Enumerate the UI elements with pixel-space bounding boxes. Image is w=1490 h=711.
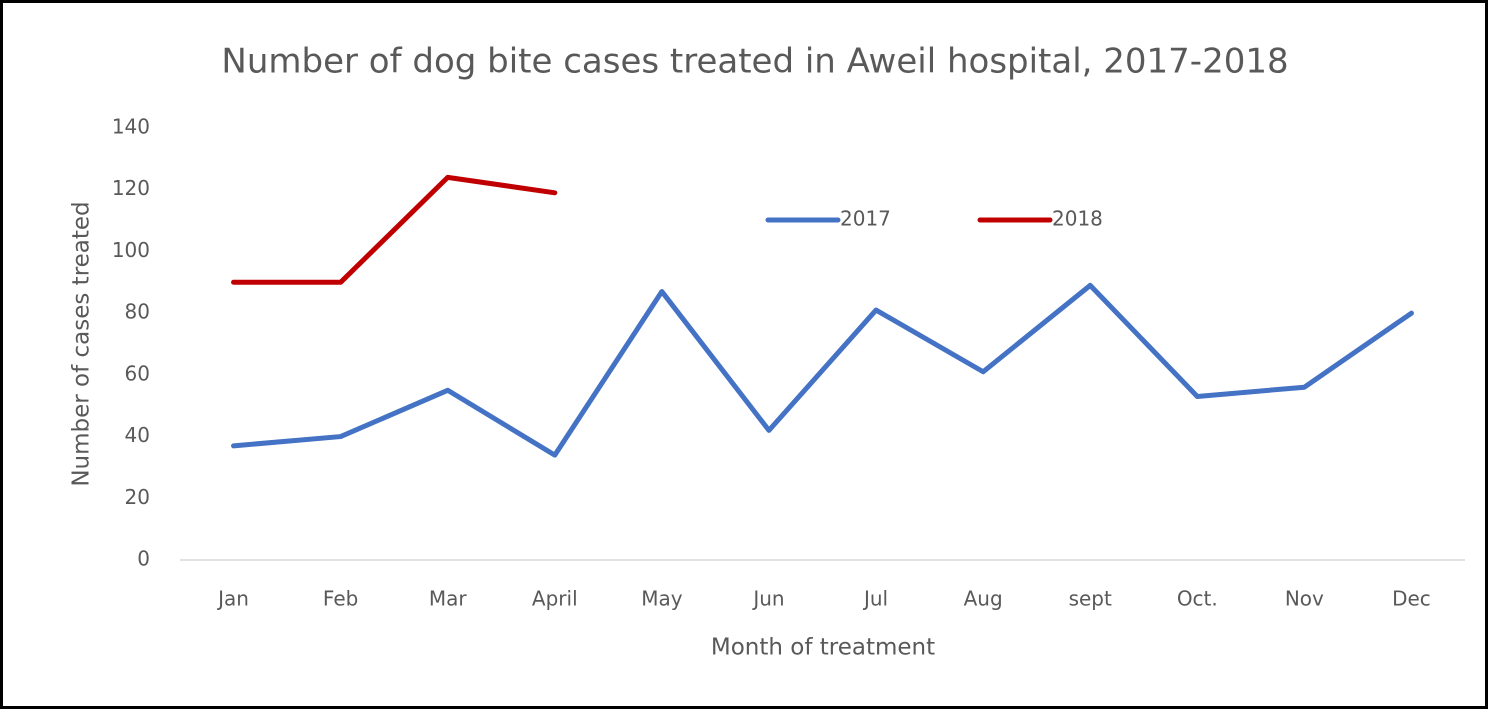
x-tick-label: Jul [862,587,888,611]
x-tick-label: sept [1069,587,1112,611]
x-tick-label: May [641,587,683,611]
x-tick-label: Jan [216,587,249,611]
x-axis-title: Month of treatment [711,635,935,661]
x-tick-label: Feb [323,587,358,611]
series-line [231,282,1414,458]
legend-label: 2018 [1052,207,1103,231]
y-axis-title: Number of cases treated [69,201,95,486]
x-tick-label: Jun [751,587,784,611]
y-tick-label: 120 [112,176,150,200]
legend-label: 2017 [840,207,891,231]
chart-title: Number of dog bite cases treated in Awei… [221,42,1288,82]
y-tick-label: 140 [112,115,150,139]
series-line [231,174,558,285]
x-tick-label: Nov [1285,587,1324,611]
x-tick-label: Dec [1392,587,1431,611]
y-tick-label: 20 [125,485,150,509]
x-tick-label: Mar [429,587,468,611]
y-tick-label: 80 [125,300,150,324]
y-tick-label: 0 [137,547,150,571]
x-tick-label: April [532,587,578,611]
x-tick-label: Aug [964,587,1003,611]
x-tick-label: Oct. [1177,587,1218,611]
y-tick-label: 60 [125,361,150,385]
y-tick-label: 40 [125,423,150,447]
y-tick-label: 100 [112,238,150,262]
